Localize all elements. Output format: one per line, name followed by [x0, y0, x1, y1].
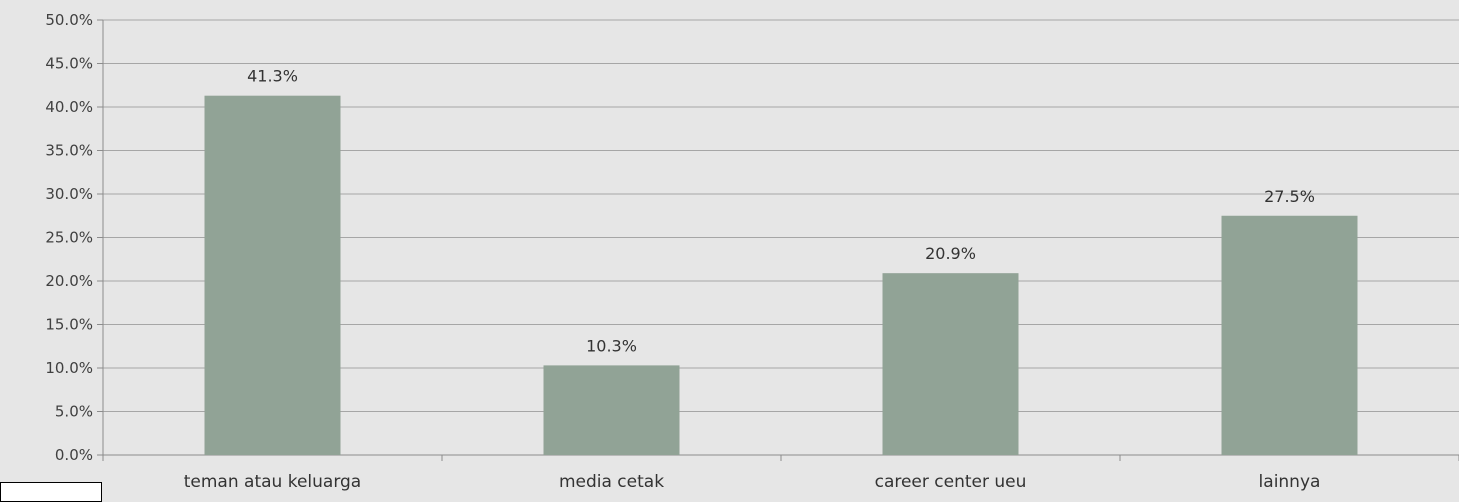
bar: [543, 365, 680, 455]
x-tick-label: teman atau keluarga: [184, 472, 361, 492]
y-axis-ticks: 0.0% 5.0% 10.0% 15.0% 20.0% 25.0% 30.0% 35.0% 40…: [45, 11, 104, 464]
data-label: 10.3%: [586, 336, 637, 355]
bars: 41.3% 10.3% 20.9% 27.5%: [204, 67, 1358, 455]
y-tick-label: 10.0%: [45, 359, 93, 377]
y-tick-label: 35.0%: [45, 142, 93, 160]
data-label: 20.9%: [925, 244, 976, 263]
y-tick-label: 15.0%: [45, 316, 93, 334]
y-tick-label: 45.0%: [45, 55, 93, 73]
y-tick-label: 20.0%: [45, 272, 93, 290]
bar: [204, 95, 341, 455]
x-axis: teman atau keluarga media cetak career cen…: [102, 455, 1459, 492]
y-tick-label: 0.0%: [55, 446, 93, 464]
bar: [1221, 215, 1358, 455]
x-tick-label: career center ueu: [875, 472, 1027, 492]
y-tick-label: 50.0%: [45, 11, 93, 29]
y-tick-label: 40.0%: [45, 98, 93, 116]
y-tick-label: 30.0%: [45, 185, 93, 203]
data-label: 41.3%: [247, 67, 298, 86]
x-tick-label: media cetak: [559, 472, 664, 492]
y-tick-label: 5.0%: [55, 403, 93, 421]
bar: [882, 273, 1019, 455]
data-label: 27.5%: [1264, 187, 1315, 206]
x-tick-label: lainnya: [1259, 472, 1321, 492]
corner-box: [0, 482, 102, 502]
y-tick-label: 25.0%: [45, 229, 93, 247]
